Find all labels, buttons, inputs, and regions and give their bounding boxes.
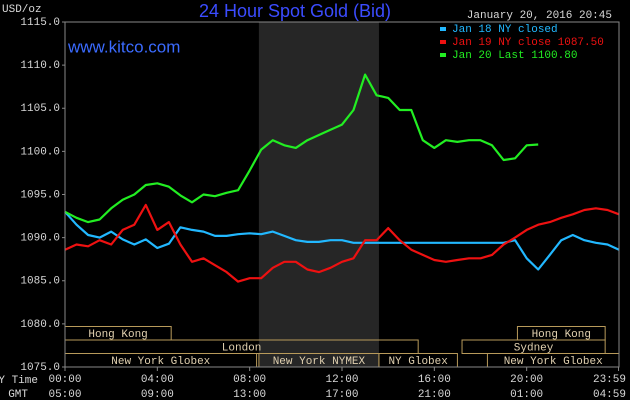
x2-tick-label: 13:00 (233, 389, 266, 400)
y-axis-label: USD/oz (2, 4, 42, 16)
y-tick-label: 1085.0 (20, 276, 60, 288)
x-tick-label: 04:00 (141, 374, 174, 386)
legend-label: Jan 18 NY closed (452, 24, 558, 36)
timestamp: January 20, 2016 20:45 (467, 10, 612, 22)
x-tick-label: 12:00 (325, 374, 358, 386)
session-label: London (222, 343, 262, 355)
x2-row-label: GMT (8, 389, 28, 400)
session-label: Hong Kong (88, 329, 147, 341)
x2-tick-label: 21:00 (418, 389, 451, 400)
plot-frame (64, 21, 620, 368)
y-tick-label: 1110.0 (20, 60, 60, 72)
y-tick-label: 1080.0 (20, 319, 60, 331)
x-tick-label: 16:00 (418, 374, 451, 386)
session-label: Sydney (514, 343, 554, 355)
x2-tick-label: 04:59 (593, 389, 626, 400)
x2-tick-label: 05:00 (48, 389, 81, 400)
shaded-region (258, 22, 379, 367)
y-tick-label: 1075.0 (20, 362, 60, 374)
legend-label: Jan 19 NY close 1087.50 (452, 37, 604, 49)
legend-marker (440, 40, 446, 44)
y-tick-label: 1095.0 (20, 189, 60, 201)
session-label: New York Globex (504, 356, 603, 368)
y-tick-label: 1115.0 (20, 17, 60, 29)
session-label: New York NYMEX (273, 356, 366, 368)
chart-title: 24 Hour Spot Gold (Bid) (199, 1, 391, 21)
legend-label: Jan 20 Last 1100.80 (452, 50, 577, 62)
series-line (64, 211, 620, 271)
series-line (64, 73, 539, 224)
x-tick-label: 20:00 (510, 374, 543, 386)
x-tick-label: 08:00 (233, 374, 266, 386)
session-label: NY Globex (388, 356, 448, 368)
y-tick-label: 1090.0 (20, 233, 60, 245)
series-line (64, 203, 620, 283)
session-label: New York Globex (111, 356, 210, 368)
x-tick-label: 23:59 (593, 374, 626, 386)
session-label: Hong Kong (532, 329, 591, 341)
x-tick-label: 00:00 (48, 374, 81, 386)
x2-tick-label: 09:00 (141, 389, 174, 400)
x2-tick-label: 17:00 (325, 389, 358, 400)
x2-tick-label: 01:00 (510, 389, 543, 400)
x-row-label: NY Time (0, 375, 38, 387)
watermark: www.kitco.com (67, 37, 180, 56)
y-tick-label: 1100.0 (20, 146, 60, 158)
legend-marker (440, 27, 446, 31)
y-tick-label: 1105.0 (20, 103, 60, 115)
legend-marker (440, 53, 446, 57)
